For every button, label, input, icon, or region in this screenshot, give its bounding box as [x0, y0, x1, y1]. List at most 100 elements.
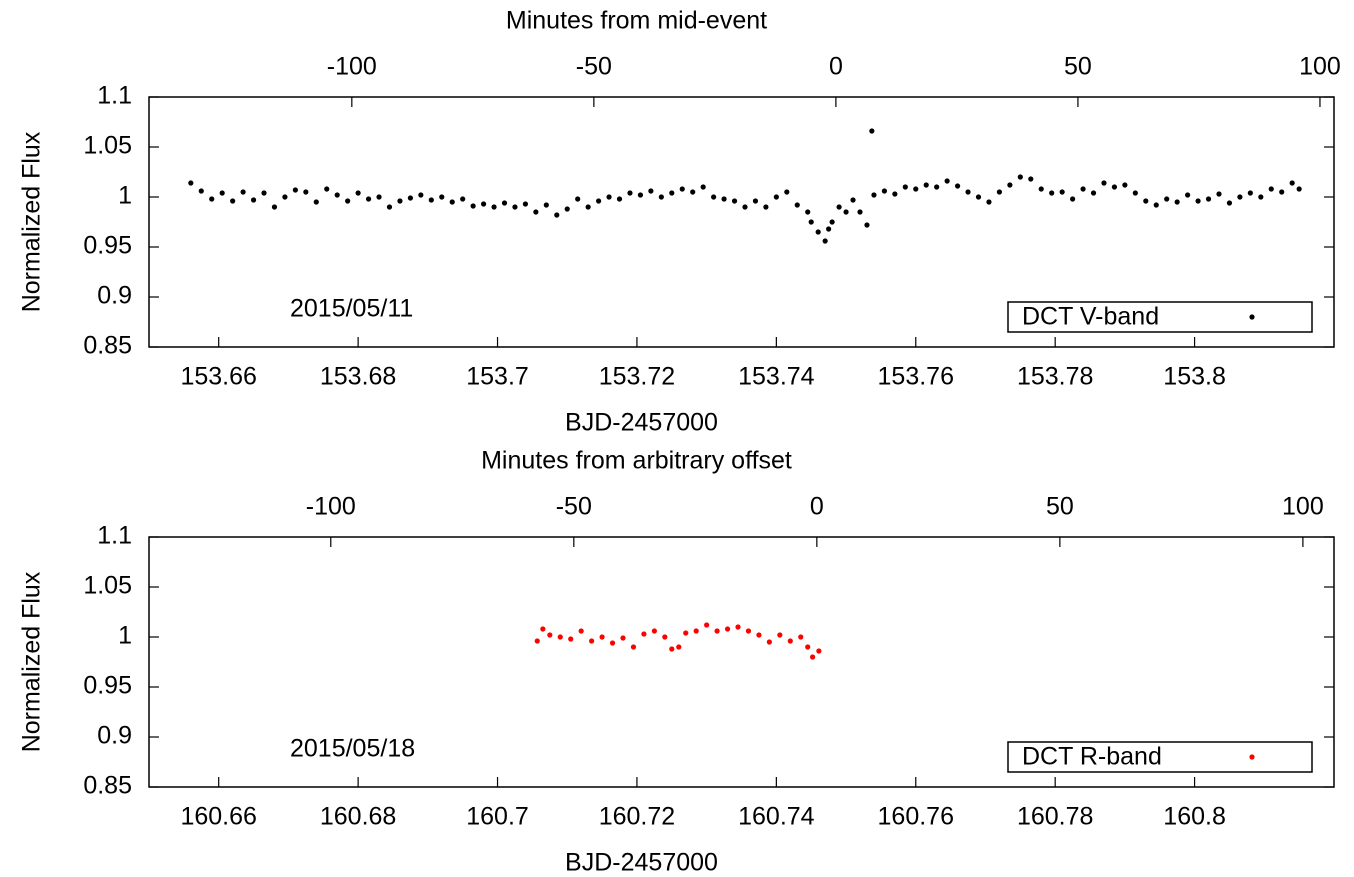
x2-tick-label: 100 [1299, 53, 1341, 81]
x2-tick-label: 0 [810, 493, 824, 521]
data-point [711, 194, 717, 200]
x2-tick-label: -50 [556, 493, 592, 521]
data-point [745, 628, 752, 634]
y-tick-label: 1.05 [83, 572, 132, 600]
data-point [766, 639, 772, 645]
data-point [704, 622, 710, 628]
plot-frame [148, 96, 1335, 348]
data-point [1122, 182, 1128, 188]
data-point [209, 196, 215, 202]
data-point [355, 190, 361, 196]
data-point [480, 201, 487, 207]
x-tick-label: 153.66 [180, 363, 256, 391]
data-point [589, 638, 595, 644]
data-point [965, 189, 971, 195]
x-axis-title: BJD-2457000 [565, 849, 718, 877]
legend-marker [1249, 754, 1255, 760]
x-tick-label: 160.74 [738, 803, 815, 831]
data-point [292, 187, 298, 193]
data-point [773, 194, 779, 200]
y-axis-title: Normalized Flux [18, 131, 46, 312]
data-point [627, 190, 633, 196]
data-point [794, 202, 800, 208]
data-point [512, 204, 518, 210]
x2-tick-label: -100 [306, 493, 356, 521]
data-point [533, 209, 539, 215]
data-point [620, 635, 626, 641]
data-point [986, 199, 992, 205]
x-tick-label: 153.72 [599, 363, 675, 391]
data-point [683, 630, 689, 636]
x-axis-title: BJD-2457000 [565, 409, 718, 437]
data-point [731, 198, 738, 204]
y-tick-label: 0.9 [97, 722, 132, 750]
data-point [599, 634, 605, 640]
data-point [808, 219, 814, 225]
data-point [756, 632, 762, 638]
data-point [724, 626, 731, 632]
data-point [996, 189, 1003, 195]
data-point [784, 189, 790, 195]
data-point [282, 194, 288, 200]
data-point [428, 197, 434, 203]
data-point [871, 192, 877, 198]
data-point [1038, 186, 1044, 192]
data-point [1007, 182, 1013, 188]
data-point [700, 184, 706, 190]
data-point [637, 192, 644, 198]
data-point [658, 194, 664, 200]
data-point [693, 628, 699, 634]
data-point [616, 196, 623, 202]
x-tick-label: 160.72 [599, 803, 675, 831]
data-point [805, 644, 811, 650]
data-point [1101, 180, 1107, 186]
data-point [810, 654, 816, 660]
data-point [651, 628, 657, 634]
data-point [826, 226, 832, 232]
data-point [303, 189, 309, 195]
data-point [1268, 186, 1274, 192]
data-point [923, 182, 929, 188]
data-point [470, 203, 476, 209]
x-tick-label: 160.68 [320, 803, 396, 831]
y-tick-label: 1.05 [83, 132, 132, 160]
data-point [669, 646, 675, 652]
data-point [1205, 196, 1212, 202]
data-point [491, 204, 497, 210]
data-point [1090, 190, 1097, 196]
data-point [1174, 199, 1180, 205]
y-tick-label: 1 [118, 622, 132, 650]
data-point [975, 194, 982, 200]
data-point [1247, 190, 1253, 196]
x-tick-label: 160.76 [878, 803, 954, 831]
x2-tick-label: 50 [1046, 493, 1074, 521]
data-point [313, 199, 319, 205]
data-point [1143, 198, 1149, 204]
data-point [543, 202, 549, 208]
data-point [547, 632, 553, 638]
y-tick-label: 0.85 [83, 772, 132, 800]
data-point [662, 634, 668, 640]
x-tick-label: 153.74 [738, 363, 815, 391]
legend-label: DCT R-band [1022, 743, 1162, 771]
data-point [1237, 194, 1243, 200]
x2-tick-label: -100 [327, 53, 377, 81]
annotation: 2015/05/11 [290, 295, 413, 323]
data-point [230, 198, 236, 204]
data-point [324, 186, 330, 192]
x-tick-label: 160.78 [1017, 803, 1093, 831]
data-point [534, 638, 540, 644]
data-point [219, 190, 225, 196]
data-point [881, 188, 887, 194]
data-point [188, 180, 194, 186]
data-point [376, 194, 382, 200]
data-point [365, 196, 372, 202]
y-tick-label: 0.85 [83, 332, 132, 360]
data-point [902, 184, 908, 190]
data-point [777, 632, 783, 638]
data-point [1289, 180, 1295, 186]
data-point [816, 648, 822, 654]
data-point [679, 186, 685, 192]
data-point [869, 128, 875, 134]
data-point [334, 192, 340, 198]
